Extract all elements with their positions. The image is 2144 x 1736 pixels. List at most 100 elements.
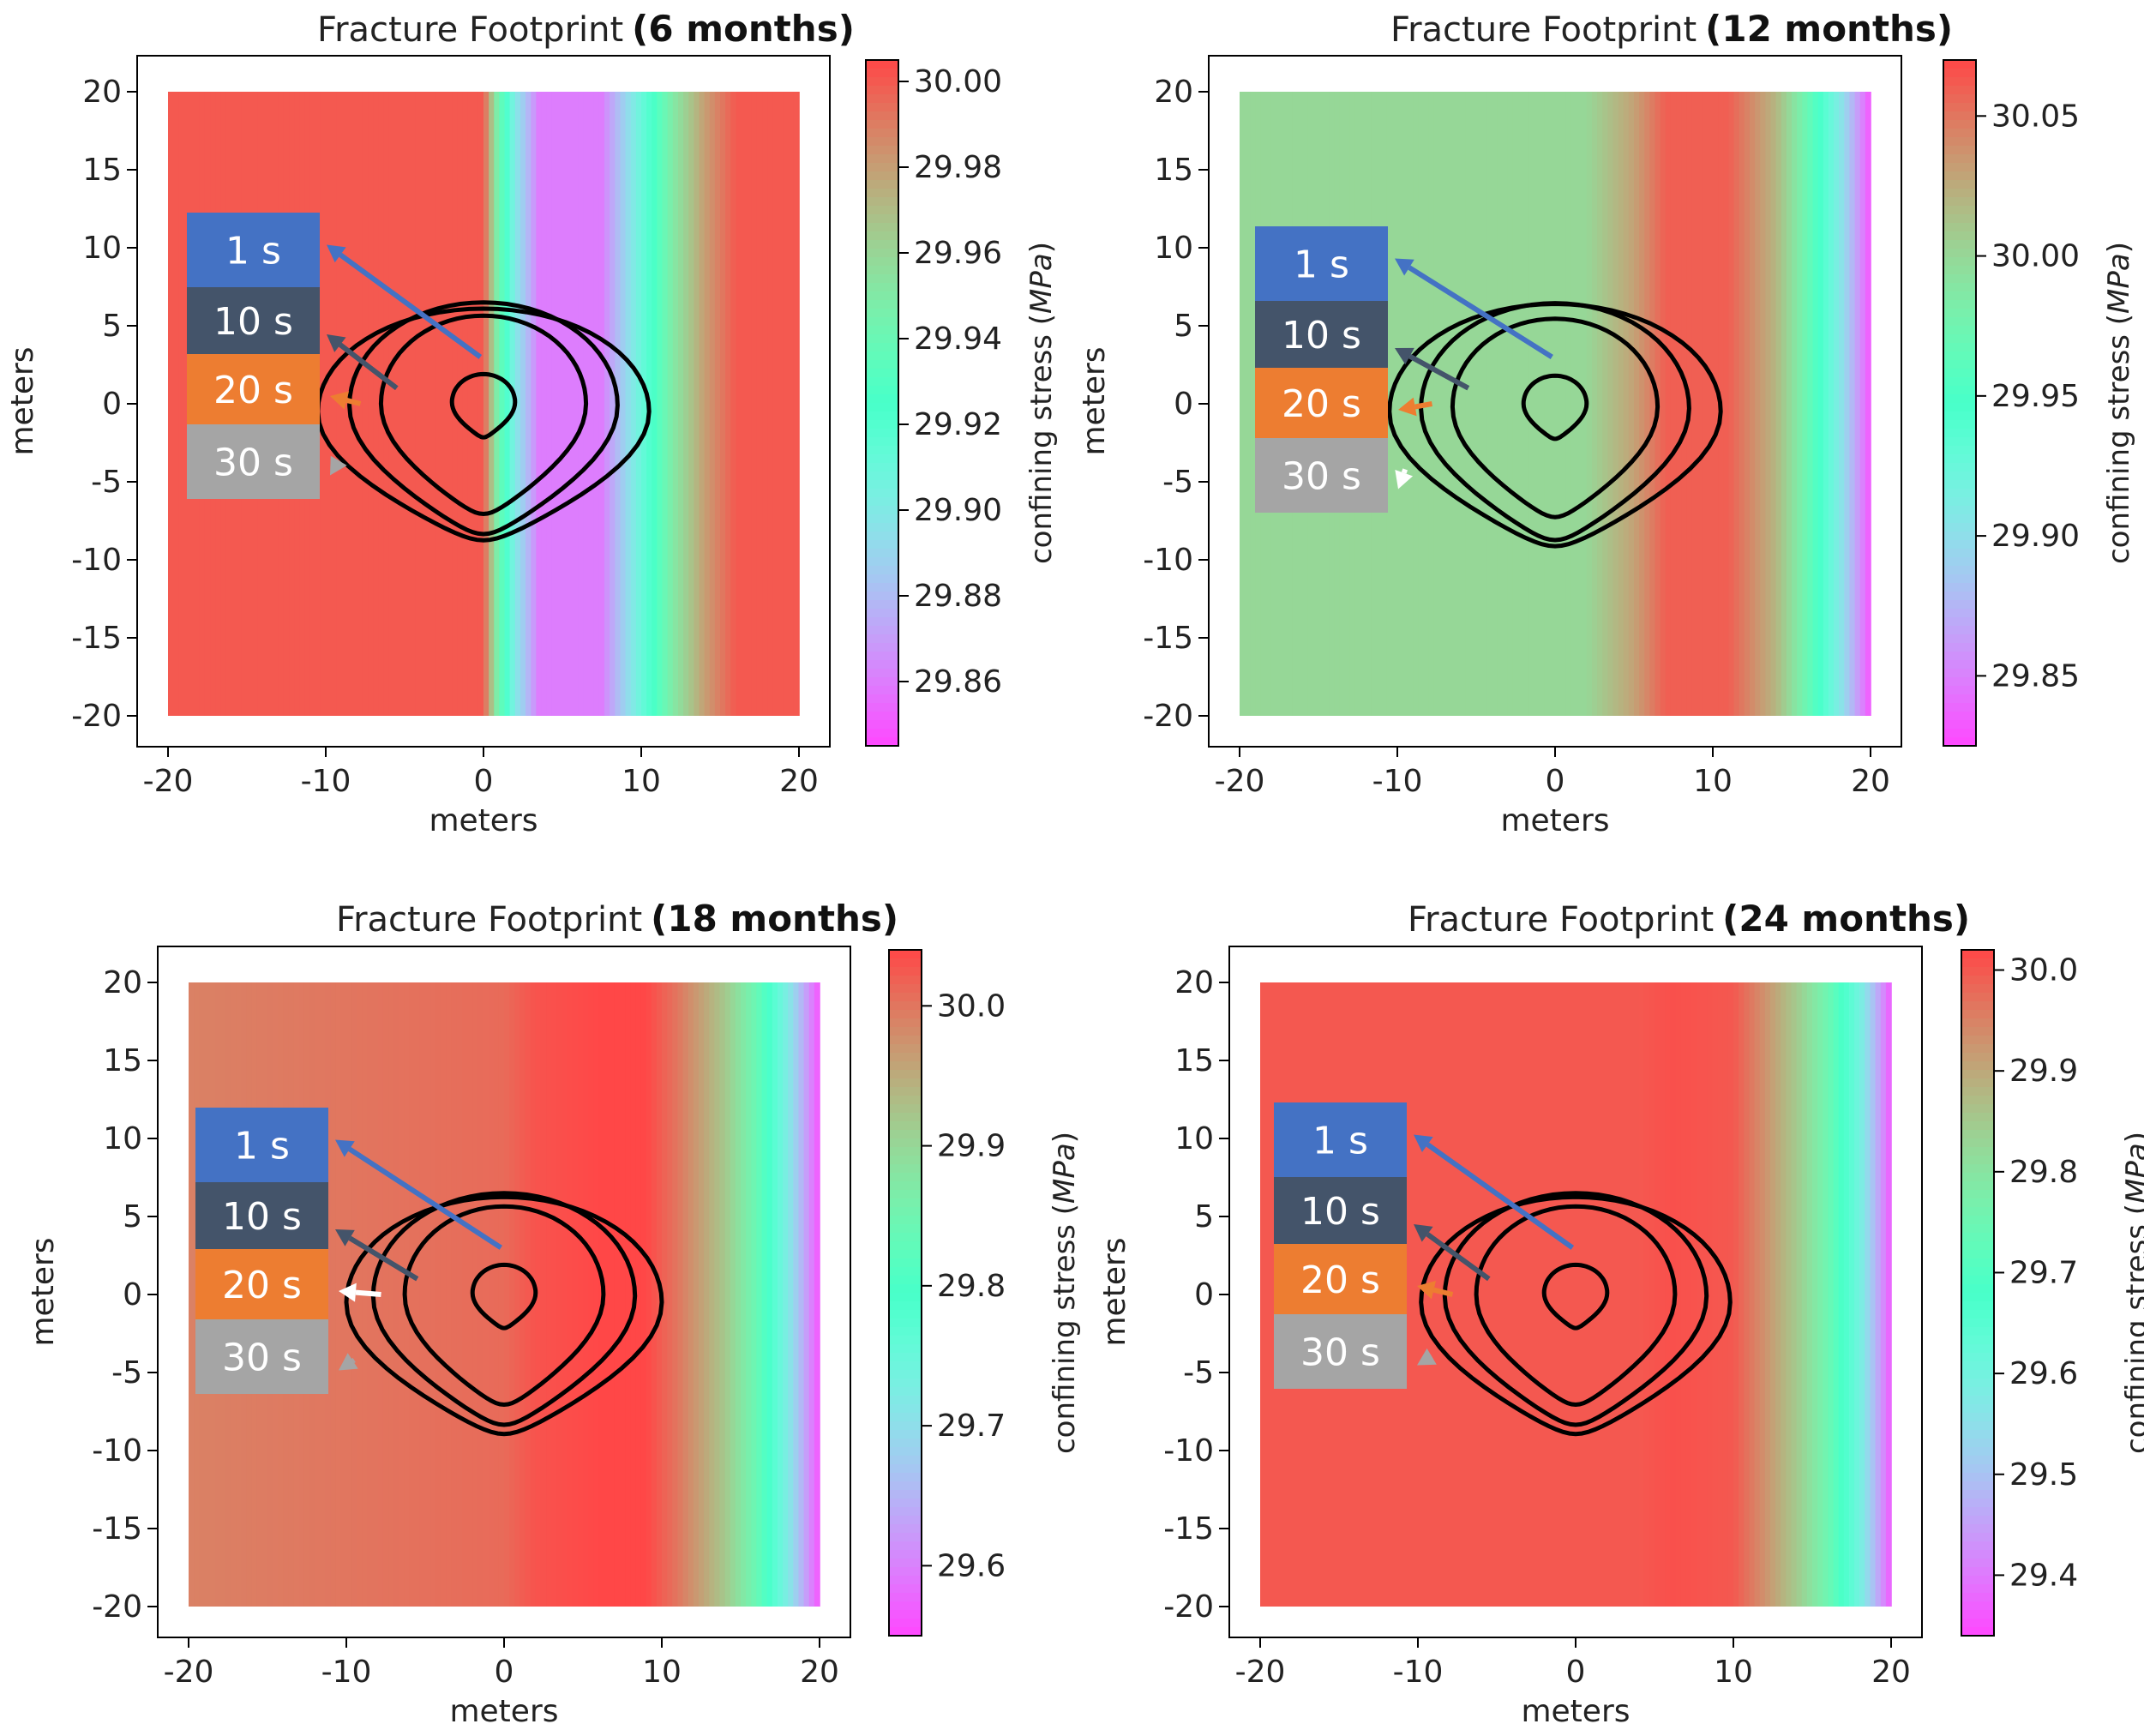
colorbar-segment bbox=[889, 1138, 922, 1148]
colorbar-segment bbox=[889, 1096, 922, 1105]
heatmap-cell bbox=[1838, 982, 1845, 1607]
x-tick-label: 0 bbox=[1546, 764, 1565, 799]
contour-30s bbox=[1419, 1194, 1733, 1437]
colorbar-segment bbox=[866, 574, 898, 584]
heatmap-cell bbox=[414, 982, 421, 1607]
heatmap-cell bbox=[1739, 92, 1745, 716]
heatmap-cell bbox=[783, 92, 790, 716]
colorbar-tick-label: 30.0 bbox=[2009, 953, 2078, 988]
colorbar-tick-label: 29.98 bbox=[914, 150, 1002, 185]
contour-10s bbox=[402, 1204, 606, 1408]
heatmap-cell bbox=[630, 92, 637, 716]
heatmap-cell bbox=[1717, 982, 1724, 1607]
colorbar-segment bbox=[889, 1190, 922, 1199]
heatmap-cell bbox=[1250, 92, 1257, 716]
heatmap-cell bbox=[1402, 92, 1409, 716]
heatmap-cell bbox=[368, 92, 374, 716]
legend-label: 10 s bbox=[213, 300, 293, 344]
legend-badge-1s bbox=[195, 1108, 328, 1182]
heatmap-cell bbox=[1833, 982, 1840, 1607]
colorbar-segment bbox=[1943, 129, 1976, 138]
heatmap-cell bbox=[688, 92, 695, 716]
heatmap-cell bbox=[1444, 92, 1451, 716]
y-tick-label: -15 bbox=[71, 621, 122, 656]
heatmap-cell bbox=[525, 982, 531, 1607]
colorbar-segment bbox=[1961, 1147, 1994, 1156]
arrow-head bbox=[1414, 1134, 1433, 1153]
colorbar-segment bbox=[1943, 497, 1976, 507]
colorbar-segment bbox=[1961, 1421, 1994, 1431]
colorbar-segment bbox=[889, 1267, 922, 1276]
colorbar-segment bbox=[1961, 1096, 1994, 1105]
heatmap-cell bbox=[694, 92, 700, 716]
heatmap-cell bbox=[677, 982, 684, 1607]
colorbar-segment bbox=[1961, 1027, 1994, 1036]
heatmap-cell bbox=[1606, 982, 1613, 1607]
colorbar-segment bbox=[1961, 1379, 1994, 1388]
heatmap-cell bbox=[1791, 982, 1798, 1607]
heatmap-cell bbox=[451, 982, 458, 1607]
colorbar-segment bbox=[1943, 77, 1976, 87]
contour-30s bbox=[1387, 301, 1723, 549]
heatmap-cell bbox=[572, 982, 579, 1607]
legend-label: 20 s bbox=[222, 1264, 302, 1307]
colorbar-segment bbox=[889, 1627, 922, 1637]
heatmap-cell bbox=[814, 982, 820, 1607]
legend-label: 1 s bbox=[225, 230, 281, 273]
heatmap-cell bbox=[1749, 92, 1756, 716]
colorbar-segment bbox=[889, 1121, 922, 1131]
heatmap-cell bbox=[1528, 982, 1534, 1607]
x-tick-label: -20 bbox=[1235, 1655, 1286, 1690]
heatmap-cell bbox=[1475, 982, 1482, 1607]
colorbar-segment bbox=[1943, 703, 1976, 712]
colorbar-segment bbox=[1943, 377, 1976, 387]
colorbar-segment bbox=[866, 274, 898, 284]
y-tick-label: -10 bbox=[92, 1433, 142, 1469]
colorbar-segment bbox=[1943, 643, 1976, 652]
colorbar-label-text: confining stress bbox=[1024, 334, 1059, 564]
heatmap-cell bbox=[362, 92, 369, 716]
heatmap-cell bbox=[1413, 92, 1420, 716]
heatmap-cell bbox=[1697, 92, 1703, 716]
legend-badge-30s bbox=[1274, 1314, 1407, 1389]
colorbar-segment bbox=[889, 1576, 922, 1585]
heatmap-cell bbox=[746, 92, 753, 716]
colorbar-label-close: ) bbox=[1024, 242, 1059, 253]
colorbar-segment bbox=[1943, 532, 1976, 541]
heatmap-cell bbox=[1702, 92, 1709, 716]
heatmap-cell bbox=[330, 982, 337, 1607]
y-tick-label: 5 bbox=[102, 309, 122, 344]
colorbar-segment bbox=[1961, 1413, 1994, 1422]
colorbar-segment bbox=[866, 480, 898, 490]
heatmap-cell bbox=[1470, 982, 1477, 1607]
arrow-head bbox=[339, 1282, 357, 1302]
colorbar-segment bbox=[889, 976, 922, 985]
colorbar-segment bbox=[889, 1593, 922, 1602]
colorbar-segment bbox=[1943, 197, 1976, 207]
heatmap-cell bbox=[808, 982, 815, 1607]
colorbar-segment bbox=[889, 1241, 922, 1251]
colorbar-segment bbox=[1961, 1061, 1994, 1071]
chart-title-period: (12 months) bbox=[1705, 8, 1953, 50]
heatmap-cell bbox=[452, 92, 459, 716]
colorbar-segment bbox=[866, 463, 898, 472]
colorbar-segment bbox=[889, 958, 922, 968]
colorbar-segment bbox=[866, 429, 898, 438]
heatmap-cell bbox=[405, 92, 411, 716]
heatmap-cell bbox=[1775, 92, 1782, 716]
x-tick-label: -10 bbox=[301, 764, 351, 799]
colorbar-tick-label: 30.05 bbox=[1991, 99, 2080, 134]
colorbar-segment bbox=[889, 1447, 922, 1457]
heatmap-cell bbox=[1680, 982, 1687, 1607]
colorbar-tick-label: 29.8 bbox=[2009, 1155, 2078, 1190]
heatmap-cell bbox=[1586, 92, 1593, 716]
chart-title: Fracture Footprint (18 months) bbox=[336, 898, 898, 940]
colorbar-segment bbox=[866, 454, 898, 464]
colorbar-segment bbox=[1943, 120, 1976, 129]
heatmap-cell bbox=[551, 982, 558, 1607]
colorbar-segment bbox=[866, 317, 898, 327]
legend-badge-10s bbox=[1255, 301, 1388, 368]
legend-badge-10s bbox=[187, 287, 320, 354]
heatmap-cell bbox=[651, 982, 658, 1607]
heatmap-cell bbox=[604, 982, 610, 1607]
